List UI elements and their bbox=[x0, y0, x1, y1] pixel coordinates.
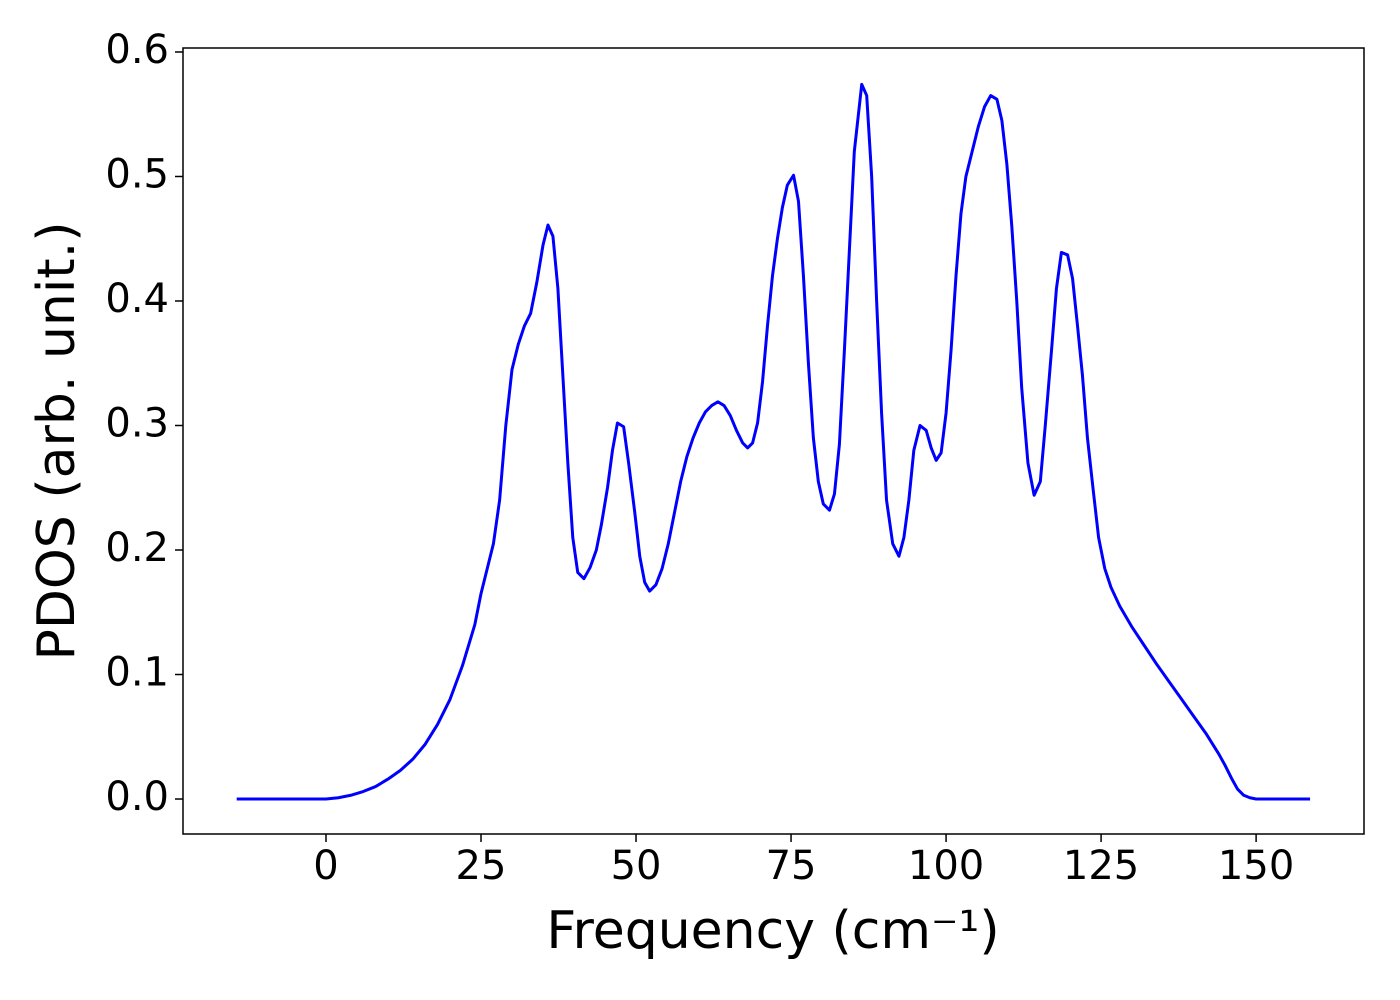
data-line bbox=[236, 82, 1311, 801]
y-tick-label: 0.5 bbox=[105, 151, 169, 197]
y-tick-label: 0.0 bbox=[105, 774, 169, 820]
x-tick-label: 100 bbox=[908, 843, 984, 889]
y-tick-label: 0.6 bbox=[105, 27, 169, 73]
plot-frame bbox=[182, 47, 1365, 835]
x-tick-label: 125 bbox=[1063, 843, 1139, 889]
x-axis-label: Frequency (cm⁻¹) bbox=[546, 901, 999, 961]
x-tick-label: 75 bbox=[766, 843, 817, 889]
y-tick-label: 0.2 bbox=[105, 525, 169, 571]
y-tick-label: 0.1 bbox=[105, 650, 169, 696]
x-tick-label: 0 bbox=[313, 843, 338, 889]
x-tick-label: 50 bbox=[611, 843, 662, 889]
x-tick-label: 25 bbox=[456, 843, 507, 889]
x-tick-label: 150 bbox=[1218, 843, 1294, 889]
y-axis-label: PDOS (arb. unit.) bbox=[27, 221, 87, 660]
y-tick-label: 0.4 bbox=[105, 276, 169, 322]
y-tick-label: 0.3 bbox=[105, 400, 169, 446]
